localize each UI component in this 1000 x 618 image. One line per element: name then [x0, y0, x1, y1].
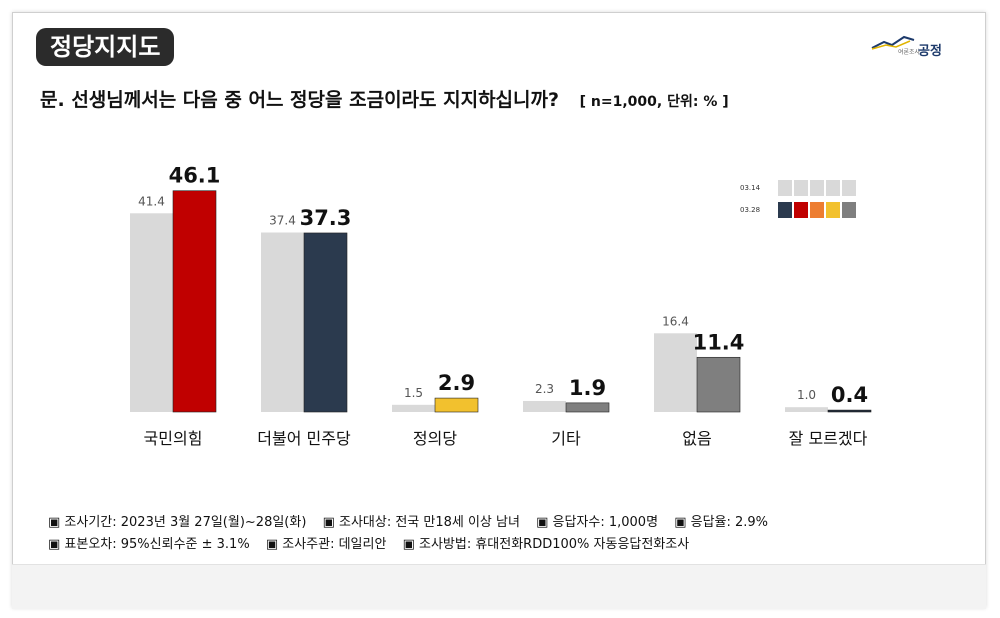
bar-prev — [392, 404, 435, 412]
category-label: 잘 모르겠다 — [789, 429, 868, 448]
note-period: ▣ 조사기간: 2023년 3월 27일(월)~28일(화) — [48, 515, 307, 530]
note-method: ▣ 조사방법: 휴대전화RDD100% 자동응답전화조사 — [402, 537, 690, 552]
footer-band — [12, 564, 986, 609]
bar-current — [172, 190, 217, 413]
note-error: ▣ 표본오차: 95%신뢰수준 ± 3.1% — [48, 537, 250, 552]
bar-prev — [523, 400, 566, 412]
note-respondents: ▣ 응답자수: 1,000명 — [536, 515, 659, 530]
data-label-current: 2.9 — [438, 371, 475, 395]
bar-prev — [261, 232, 304, 412]
legend: 03.14 03.28 — [740, 177, 858, 221]
legend-label-current: 03.28 — [740, 206, 761, 214]
survey-notes: ▣ 조사기간: 2023년 3월 27일(월)~28일(화) ▣ 조사대상: 전… — [48, 512, 780, 556]
legend-label-prev: 03.14 — [740, 184, 761, 192]
legend-swatch — [794, 202, 808, 218]
category-label: 더불어 민주당 — [257, 429, 351, 448]
bar-current — [434, 397, 479, 413]
data-label-prev: 2.3 — [535, 382, 554, 396]
logo-subtext: 여론조사 — [898, 49, 921, 56]
category-label: 국민의힘 — [144, 429, 203, 448]
chart-title: 정당지지도 — [36, 28, 175, 66]
note-target: ▣ 조사대상: 전국 만18세 이상 남녀 — [322, 515, 520, 530]
legend-row-prev: 03.14 — [740, 177, 858, 199]
bar-current — [827, 409, 872, 413]
sample-unit-note: [ n=1,000, 단위: % ] — [579, 94, 729, 110]
bar-prev — [130, 213, 173, 412]
bar-prev — [785, 407, 828, 412]
legend-swatch — [810, 180, 824, 196]
category-label: 기타 — [551, 429, 581, 448]
note-response-rate: ▣ 응답율: 2.9% — [674, 515, 769, 530]
data-label-prev: 1.0 — [797, 388, 816, 402]
data-label-current: 1.9 — [569, 376, 606, 400]
legend-swatch — [826, 202, 840, 218]
data-label-prev: 41.4 — [138, 194, 165, 208]
legend-swatch — [794, 180, 808, 196]
data-label-prev: 37.4 — [269, 213, 296, 227]
notes-row-2: ▣ 표본오차: 95%신뢰수준 ± 3.1% ▣ 조사주관: 데일리안 ▣ 조사… — [48, 534, 780, 556]
data-label-prev: 1.5 — [404, 386, 423, 400]
legend-swatch — [778, 202, 792, 218]
survey-question: 문. 선생님께서는 다음 중 어느 정당을 조금이라도 지지하십니까? [ n=… — [40, 85, 729, 112]
data-label-current: 37.3 — [300, 206, 352, 230]
data-label-current: 11.4 — [693, 330, 745, 354]
data-label-current: 0.4 — [831, 383, 868, 407]
category-label: 정의당 — [413, 429, 457, 448]
logo-graph-icon — [871, 35, 915, 50]
category-label: 없음 — [682, 429, 711, 448]
legend-swatch — [810, 202, 824, 218]
data-label-prev: 16.4 — [662, 314, 689, 328]
notes-row-1: ▣ 조사기간: 2023년 3월 27일(월)~28일(화) ▣ 조사대상: 전… — [48, 512, 780, 534]
legend-row-current: 03.28 — [740, 199, 858, 221]
note-sponsor: ▣ 조사주관: 데일리안 — [265, 537, 387, 552]
data-label-current: 46.1 — [169, 164, 221, 188]
legend-swatch — [842, 180, 856, 196]
bar-current — [696, 356, 741, 413]
logo: 여론조사 공정 — [870, 34, 970, 64]
bar-prev — [654, 333, 697, 412]
legend-swatch — [842, 202, 856, 218]
logo-text: 공정 — [918, 44, 942, 59]
bar-current — [565, 402, 610, 413]
bar-current — [303, 232, 348, 413]
legend-swatch — [778, 180, 792, 196]
legend-swatch — [826, 180, 840, 196]
question-text: 문. 선생님께서는 다음 중 어느 정당을 조금이라도 지지하십니까? — [40, 89, 560, 111]
